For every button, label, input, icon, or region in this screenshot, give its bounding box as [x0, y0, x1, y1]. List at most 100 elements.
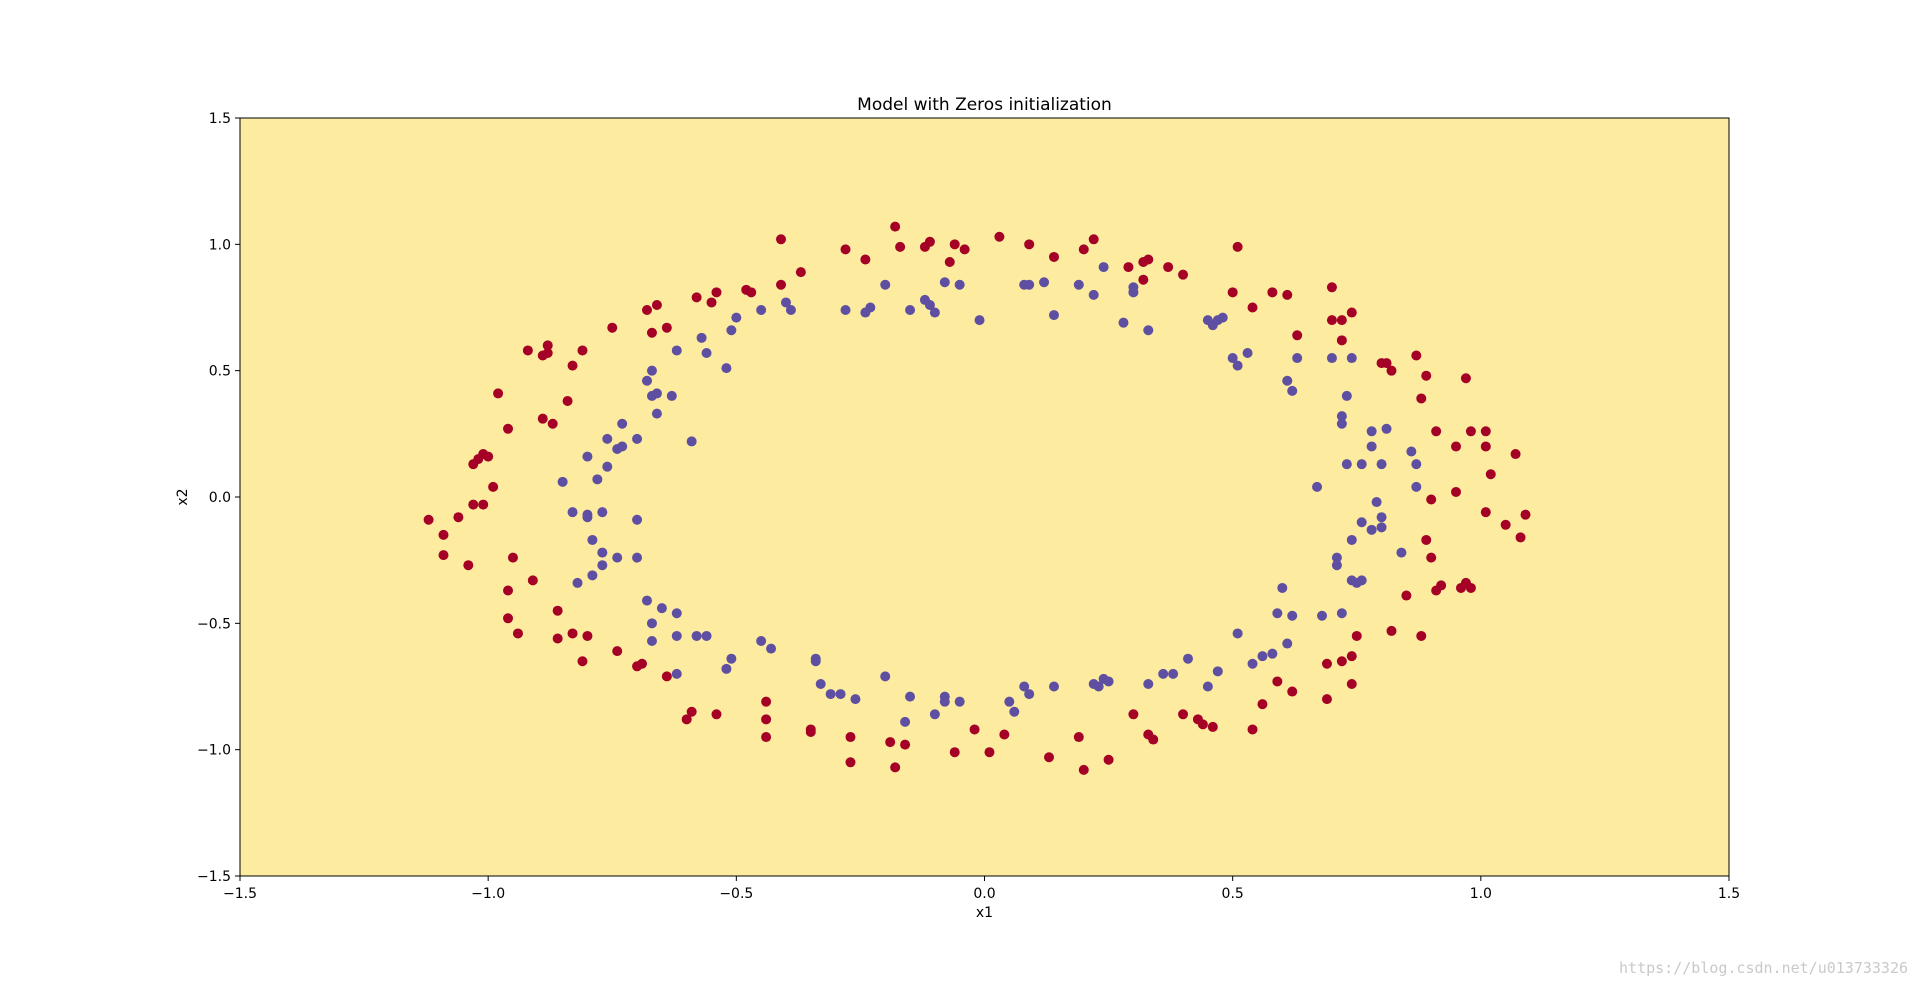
data-point	[810, 656, 821, 667]
data-point	[567, 360, 578, 371]
data-point	[860, 254, 871, 265]
data-point	[1202, 681, 1213, 692]
data-point	[1520, 509, 1531, 520]
data-point	[984, 747, 995, 758]
data-point	[1044, 752, 1055, 763]
data-point	[1004, 696, 1015, 707]
data-point	[537, 413, 548, 424]
data-point	[954, 696, 965, 707]
data-point	[1426, 552, 1437, 563]
data-point	[641, 305, 652, 316]
data-point	[1356, 575, 1367, 586]
data-point	[552, 605, 563, 616]
x-axis-ticks: −1.5 −1.0 −0.5 0.0 0.5 1.0 1.5	[223, 876, 1740, 902]
data-point	[721, 663, 732, 674]
data-point	[900, 716, 911, 727]
data-point	[1217, 312, 1228, 323]
data-point	[1257, 651, 1268, 662]
data-point	[557, 476, 568, 487]
data-point	[1421, 534, 1432, 545]
data-point	[1024, 689, 1035, 700]
data-point	[617, 441, 628, 452]
data-point	[701, 630, 712, 641]
data-point	[1396, 547, 1407, 558]
data-point	[1197, 719, 1208, 730]
data-point	[1346, 678, 1357, 689]
data-point	[632, 514, 643, 525]
data-point	[1451, 486, 1462, 497]
data-point	[597, 560, 608, 571]
data-point	[1371, 497, 1382, 508]
data-point	[865, 302, 876, 313]
data-point	[493, 388, 504, 399]
data-point	[999, 729, 1010, 740]
x-axis-label: x1	[976, 905, 993, 921]
data-point	[1480, 426, 1491, 437]
data-point	[1480, 441, 1491, 452]
data-point	[766, 643, 777, 654]
data-point	[547, 418, 558, 429]
data-point	[512, 628, 523, 639]
data-point	[1048, 681, 1059, 692]
data-point	[1272, 608, 1283, 619]
data-point	[1282, 375, 1293, 386]
data-point	[582, 451, 593, 462]
data-point	[1168, 668, 1179, 679]
data-points	[423, 221, 1531, 775]
data-point	[845, 757, 856, 768]
data-point	[1277, 582, 1288, 593]
data-point	[1292, 330, 1303, 341]
data-point	[1356, 459, 1367, 470]
y-tick-label: 1.0	[209, 237, 231, 253]
data-point	[696, 332, 707, 343]
data-point	[646, 365, 657, 376]
data-point	[939, 277, 950, 288]
data-point	[1227, 353, 1238, 364]
x-tick-label: −0.5	[719, 886, 753, 902]
data-point	[895, 241, 906, 252]
data-point	[1336, 315, 1347, 326]
data-point	[969, 724, 980, 735]
data-point	[1257, 699, 1268, 710]
data-point	[503, 613, 514, 624]
data-point	[1366, 441, 1377, 452]
data-point	[646, 327, 657, 338]
data-point	[776, 234, 787, 245]
data-point	[503, 423, 514, 434]
data-point	[602, 461, 613, 472]
data-point	[1103, 676, 1114, 687]
data-point	[840, 305, 851, 316]
data-point	[1465, 426, 1476, 437]
data-point	[1232, 360, 1243, 371]
data-point	[726, 325, 737, 336]
data-point	[483, 451, 494, 462]
data-point	[905, 691, 916, 702]
data-point	[1073, 279, 1084, 290]
data-point	[522, 345, 533, 356]
data-point	[929, 709, 940, 720]
data-point	[1212, 666, 1223, 677]
data-point	[1078, 764, 1089, 775]
data-point	[1242, 347, 1253, 358]
data-point	[572, 577, 583, 588]
data-point	[1451, 441, 1462, 452]
data-point	[661, 322, 672, 333]
data-point	[612, 646, 623, 657]
data-point	[507, 552, 518, 563]
data-point	[835, 689, 846, 700]
data-point	[1341, 390, 1352, 401]
data-point	[1317, 610, 1328, 621]
data-point	[711, 287, 722, 298]
y-tick-label: −0.5	[197, 616, 231, 632]
data-point	[686, 436, 697, 447]
data-point	[701, 347, 712, 358]
data-point	[1287, 686, 1298, 697]
data-point	[552, 633, 563, 644]
data-point	[1411, 350, 1422, 361]
data-point	[1356, 517, 1367, 528]
data-point	[562, 395, 573, 406]
data-point	[761, 714, 772, 725]
data-point	[900, 739, 911, 750]
data-point	[641, 595, 652, 606]
data-point	[776, 279, 787, 290]
